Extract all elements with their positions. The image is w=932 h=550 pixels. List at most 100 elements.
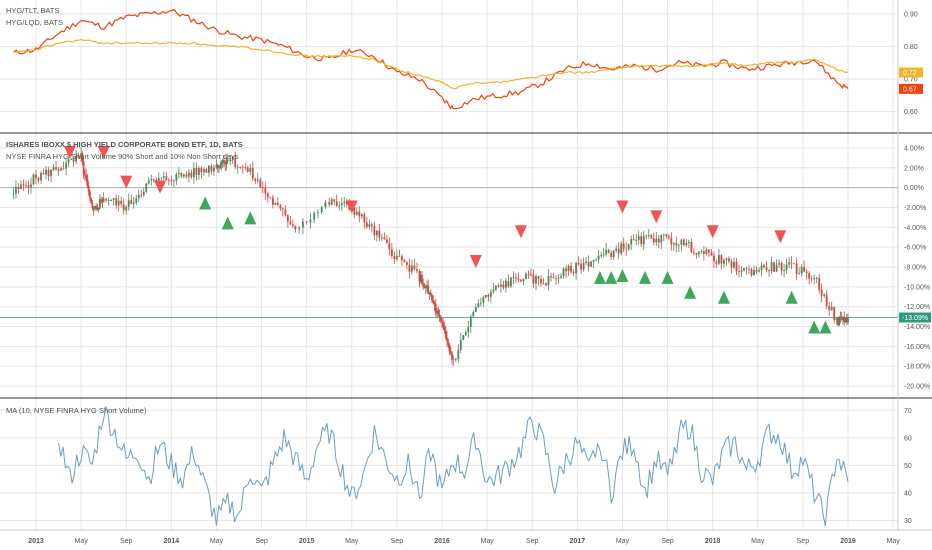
candle-body[interactable] <box>512 277 515 279</box>
candle-body[interactable] <box>81 153 84 162</box>
candle-body[interactable] <box>223 160 225 162</box>
candle-body[interactable] <box>432 300 435 303</box>
candle-body[interactable] <box>269 197 272 199</box>
candle-body[interactable] <box>45 169 47 175</box>
candle-body[interactable] <box>743 268 745 271</box>
candle-body[interactable] <box>328 202 331 205</box>
candle-body[interactable] <box>132 202 135 204</box>
candle-body[interactable] <box>249 168 252 172</box>
candle-body[interactable] <box>37 178 40 181</box>
candle-body[interactable] <box>697 251 700 255</box>
candle-body[interactable] <box>610 252 613 258</box>
candle-body[interactable] <box>532 274 535 284</box>
short-volume-up-marker[interactable] <box>808 320 821 334</box>
candle-body[interactable] <box>140 194 143 196</box>
candle-body[interactable] <box>437 310 440 315</box>
candle-body[interactable] <box>652 238 655 243</box>
candle-body[interactable] <box>165 176 168 180</box>
candle-body[interactable] <box>650 235 653 239</box>
candle-body[interactable] <box>152 179 155 180</box>
candle-body[interactable] <box>462 335 465 340</box>
candle-body[interactable] <box>718 255 720 264</box>
candle-body[interactable] <box>210 165 213 172</box>
candle-body[interactable] <box>760 265 763 271</box>
candle-body[interactable] <box>127 200 130 207</box>
candle-body[interactable] <box>177 173 180 175</box>
candle-body[interactable] <box>607 249 610 253</box>
candle-body[interactable] <box>492 289 495 292</box>
candle-body[interactable] <box>547 275 550 286</box>
candle-body[interactable] <box>525 273 527 280</box>
candle-body[interactable] <box>147 180 150 184</box>
candle-body[interactable] <box>842 317 844 320</box>
candle-body[interactable] <box>464 332 467 336</box>
candle-body[interactable] <box>40 173 42 181</box>
candle-body[interactable] <box>110 200 113 201</box>
candle-body[interactable] <box>155 179 158 182</box>
candle-body[interactable] <box>254 178 257 181</box>
candle-body[interactable] <box>585 261 588 263</box>
candle-body[interactable] <box>695 253 698 255</box>
candle-body[interactable] <box>775 264 778 272</box>
candle-body[interactable] <box>203 169 205 173</box>
candle-body[interactable] <box>449 351 452 354</box>
candle-body[interactable] <box>117 200 120 206</box>
candle-body[interactable] <box>750 269 753 276</box>
candle-body[interactable] <box>517 278 520 280</box>
series-line-hyg-lqd[interactable] <box>13 38 849 90</box>
candle-body[interactable] <box>507 280 510 287</box>
candle-body[interactable] <box>505 280 507 288</box>
candle-body[interactable] <box>17 187 20 190</box>
candle-body[interactable] <box>135 198 138 203</box>
candle-body[interactable] <box>82 161 85 174</box>
candle-body[interactable] <box>692 252 695 254</box>
candle-body[interactable] <box>788 262 791 265</box>
candle-body[interactable] <box>60 168 62 171</box>
candle-body[interactable] <box>32 174 35 185</box>
candle-body[interactable] <box>567 265 570 272</box>
candle-body[interactable] <box>88 191 91 198</box>
candle-body[interactable] <box>87 185 90 192</box>
candle-body[interactable] <box>710 252 713 256</box>
candle-body[interactable] <box>577 262 580 265</box>
candle-body[interactable] <box>675 243 678 246</box>
candle-body[interactable] <box>530 274 532 275</box>
candle-body[interactable] <box>803 266 806 272</box>
candle-body[interactable] <box>395 255 398 260</box>
candle-body[interactable] <box>557 277 560 279</box>
candle-body[interactable] <box>388 243 391 249</box>
candle-body[interactable] <box>632 239 635 241</box>
short-volume-up-marker[interactable] <box>605 270 618 284</box>
candle-body[interactable] <box>815 277 818 279</box>
candle-body[interactable] <box>355 211 358 215</box>
candle-body[interactable] <box>612 250 615 258</box>
candle-body[interactable] <box>80 153 83 158</box>
candle-body[interactable] <box>271 197 274 205</box>
candle-body[interactable] <box>200 168 203 173</box>
pane-price[interactable] <box>0 145 898 366</box>
candle-body[interactable] <box>682 239 685 246</box>
candle-body[interactable] <box>540 278 542 284</box>
candle-body[interactable] <box>107 200 110 202</box>
candle-body[interactable] <box>195 167 198 176</box>
candle-body[interactable] <box>552 277 555 279</box>
candle-body[interactable] <box>182 174 185 177</box>
candle-body[interactable] <box>423 286 426 288</box>
candle-body[interactable] <box>317 212 319 214</box>
candle-body[interactable] <box>700 251 703 252</box>
candle-body[interactable] <box>830 306 833 311</box>
candle-body[interactable] <box>677 244 680 246</box>
candle-body[interactable] <box>52 167 55 170</box>
candle-body[interactable] <box>454 359 457 360</box>
candle-body[interactable] <box>602 254 605 256</box>
candle-body[interactable] <box>702 251 705 254</box>
candle-body[interactable] <box>428 292 431 295</box>
candle-body[interactable] <box>276 202 279 205</box>
candle-body[interactable] <box>125 206 128 211</box>
candle-body[interactable] <box>85 175 88 179</box>
candle-body[interactable] <box>657 238 660 243</box>
candle-body[interactable] <box>497 285 500 287</box>
candle-body[interactable] <box>785 264 788 271</box>
candle-body[interactable] <box>448 344 451 352</box>
